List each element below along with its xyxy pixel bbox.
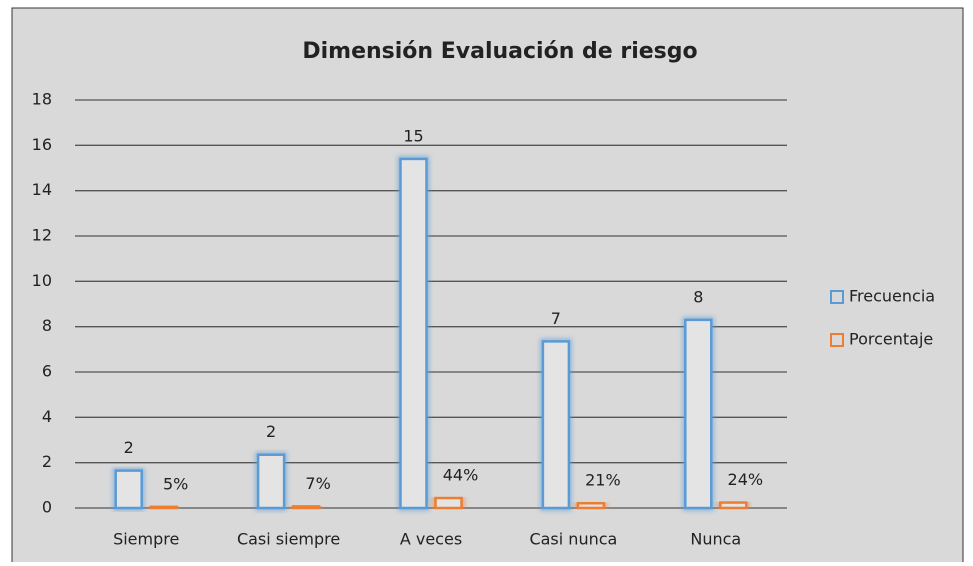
legend-swatch (830, 333, 844, 347)
y-tick-label: 16 (32, 135, 52, 154)
y-tick-label: 10 (32, 271, 52, 290)
bar (434, 496, 463, 510)
chart-title: Dimensión Evaluación de riesgo (302, 39, 697, 64)
y-tick-label: 2 (42, 452, 52, 471)
x-tick-label: Casi siempre (237, 530, 340, 549)
legend-label: Frecuencia (849, 287, 935, 306)
bar (541, 340, 571, 510)
data-label: 5% (163, 474, 188, 493)
data-label: 15 (403, 126, 423, 145)
y-tick-label: 6 (42, 362, 52, 381)
x-tick-label: Siempre (113, 530, 179, 549)
data-label: 44% (443, 466, 479, 485)
data-label: 7 (551, 309, 561, 328)
bar (576, 501, 606, 510)
y-tick-label: 0 (42, 498, 52, 517)
bar (256, 453, 286, 510)
data-label: 7% (305, 474, 330, 493)
data-label: 24% (728, 470, 764, 489)
bar (149, 505, 178, 510)
data-label: 2 (124, 438, 134, 457)
legend-swatch (830, 290, 844, 304)
y-tick-label: 14 (32, 180, 52, 199)
data-label: 8 (693, 287, 703, 306)
bar (719, 501, 748, 510)
legend-label: Porcentaje (849, 330, 933, 349)
y-tick-label: 12 (32, 226, 52, 245)
x-tick-label: Nunca (690, 530, 741, 549)
bar (114, 469, 143, 510)
x-tick-label: A veces (400, 530, 462, 549)
chart-background (11, 7, 964, 566)
y-tick-label: 4 (42, 407, 52, 426)
data-label: 2 (266, 422, 276, 441)
y-tick-label: 18 (32, 90, 52, 109)
data-label: 21% (585, 471, 621, 490)
bar (399, 157, 428, 510)
bar (684, 318, 713, 510)
y-tick-label: 8 (42, 316, 52, 335)
bar (291, 505, 321, 510)
x-tick-label: Casi nunca (529, 530, 617, 549)
